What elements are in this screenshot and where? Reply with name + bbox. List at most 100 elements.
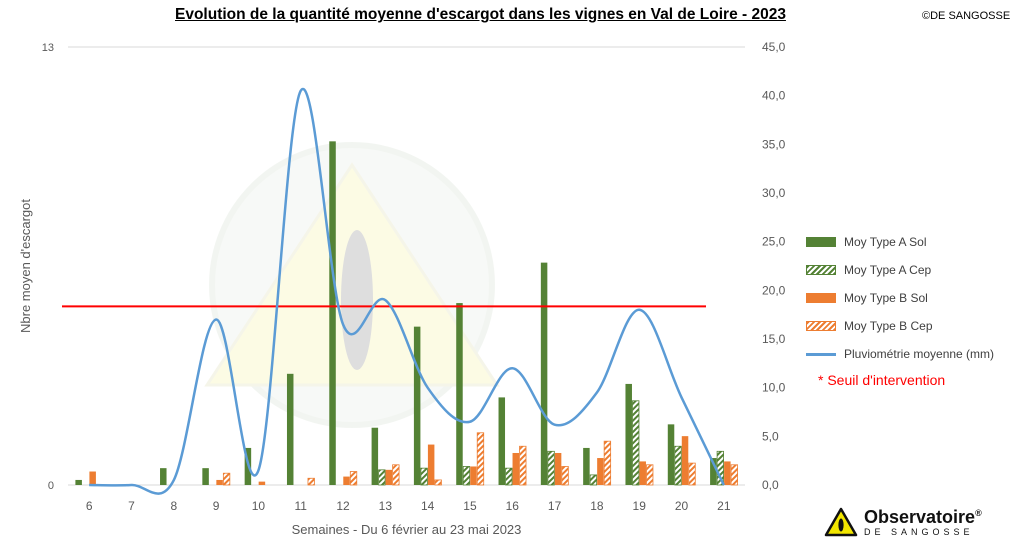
bar-type-a-cep [674,445,682,486]
x-tick-label: 20 [675,499,689,513]
legend-item-type-b-sol: Moy Type B Sol [806,284,994,312]
x-tick-label: 16 [506,499,520,513]
bar-type-b-cep [307,477,315,486]
x-tick-label: 7 [128,499,135,513]
seuil-label: * Seuil d'intervention [818,372,946,388]
bar-type-b-cep [519,445,527,486]
logo-subtitle: DE SANGOSSE [864,526,974,537]
bar-type-b-sol [554,452,562,485]
bar-type-a-sol [75,479,82,485]
x-tick-label: 6 [86,499,93,513]
legend-item-pluviometrie: Pluviométrie moyenne (mm) [806,340,994,368]
bar-type-a-sol [667,424,675,485]
y-right-tick-label: 10,0 [762,381,786,395]
bar-type-a-cep [547,450,555,486]
watermark-logo [204,142,500,428]
bar-type-b-sol [427,444,435,485]
legend-swatch-type-b-sol [806,293,836,303]
bar-type-b-cep [392,464,400,486]
x-tick-label: 18 [590,499,604,513]
y-right-tick-label: 45,0 [762,40,786,54]
bar-type-a-sol [286,373,294,485]
bar-type-a-cep [632,400,640,486]
bar-type-a-sol [202,468,209,485]
bar-type-b-cep [688,462,696,486]
y-right-tick-label: 40,0 [762,89,786,103]
chart-legend: Moy Type A Sol Moy Type A Cep Moy Type B… [806,228,994,368]
legend-item-type-b-cep: Moy Type B Cep [806,312,994,340]
bar-type-a-sol [710,458,717,485]
legend-swatch-type-a-cep [806,265,836,275]
bar-type-b-cep [561,466,569,486]
bar-type-b-sol [343,476,350,485]
x-tick-label: 19 [633,499,647,513]
bar-type-a-sol [540,262,548,485]
bar-type-b-sol [597,458,604,485]
x-tick-label: 11 [294,499,307,513]
bar-type-a-cep [420,467,428,486]
x-tick-label: 14 [421,499,435,513]
pluviometrie-line [89,87,725,495]
y-left-tick-label: 13 [42,42,54,54]
bar-type-b-cep [349,471,358,486]
y-right-tick-label: 20,0 [762,283,786,297]
bar-type-b-cep [730,464,738,486]
y-left-tick-label: 0 [48,480,54,492]
bar-type-b-sol [724,461,731,485]
legend-label: Moy Type A Cep [844,263,932,277]
bar-type-b-sol [512,452,520,485]
bar-type-a-cep [505,467,513,486]
copyright-text: ©DE SANGOSSE [922,10,1011,22]
x-axis-title: Semaines - Du 6 février au 23 mai 2023 [292,522,522,537]
x-tick-label: 12 [336,499,350,513]
bar-type-a-cep [378,469,386,486]
legend-swatch-pluviometrie [806,352,836,356]
chart-title: Evolution de la quantité moyenne d'escar… [175,6,786,23]
bar-type-a-sol [498,397,506,485]
x-tick-label: 10 [252,499,266,513]
bar-type-b-cep [222,472,231,486]
bar-type-a-sol [413,326,421,485]
bar-type-a-sol [456,303,463,485]
bar-type-b-cep [476,432,485,486]
y-right-tick-label: 30,0 [762,186,786,200]
bar-type-b-cep [434,479,442,486]
bar-type-b-sol [470,466,477,485]
x-tick-label: 13 [379,499,393,513]
bar-type-b-cep [646,464,654,486]
bars-layer [75,141,738,486]
y-right-tick-label: 0,0 [762,478,779,492]
bar-type-b-sol [639,461,646,485]
legend-item-type-a-cep: Moy Type A Cep [806,256,994,284]
bar-type-b-sol [89,471,96,485]
legend-label: Moy Type A Sol [844,235,927,249]
bar-type-a-sol [583,447,590,485]
legend-label: Moy Type B Cep [844,319,933,333]
bar-type-a-sol [625,383,632,485]
legend-label: Moy Type B Sol [844,291,928,305]
bar-type-b-sol [258,481,266,485]
x-tick-label: 9 [213,499,220,513]
bar-type-a-cep [589,474,598,486]
bar-type-b-sol [385,469,393,485]
bar-type-b-sol [216,479,223,485]
labels-layer: 0 13 0,0 5,0 10,0 15,0 20,0 25,0 30,0 35,0 40,0 45,… [18,40,786,537]
bar-type-a-sol [329,141,336,486]
legend-swatch-type-a-sol [806,237,836,247]
x-tick-label: 17 [548,499,562,513]
lines-layer [62,87,725,495]
warning-snail-icon [824,507,858,537]
bar-type-a-sol [371,427,379,485]
y-axis-title: Nbre moyen d'escargot [18,199,33,333]
logo-registered-mark: ® [975,507,982,518]
y-right-tick-label: 5,0 [762,429,779,443]
bar-type-a-cep [462,466,471,486]
observatoire-logo: Observatoire® DE SANGOSSE [824,507,982,537]
x-tick-label: 15 [463,499,477,513]
legend-swatch-type-b-cep [806,321,836,331]
y-right-tick-label: 25,0 [762,235,786,249]
x-tick-label: 21 [717,499,731,513]
legend-item-type-a-sol: Moy Type A Sol [806,228,994,256]
y-right-tick-label: 15,0 [762,332,786,346]
